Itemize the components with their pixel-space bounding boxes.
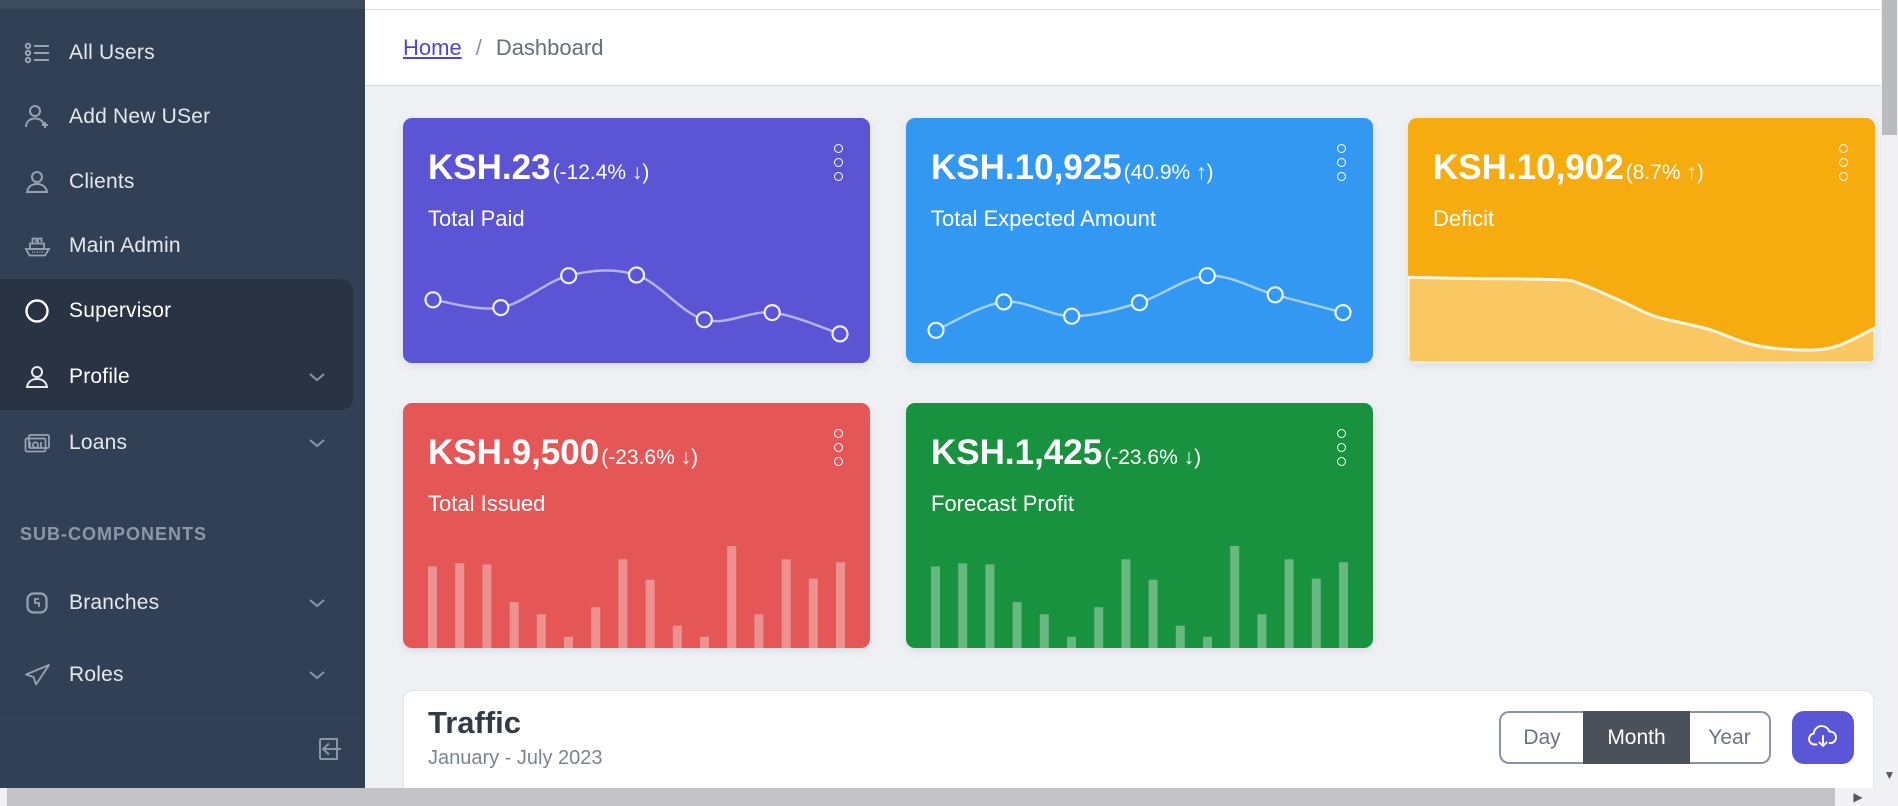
sidebar-item-profile[interactable]: Profile [0, 345, 365, 409]
stat-value: KSH.1,425 [931, 433, 1103, 472]
stat-card-forecast-profit: KSH.1,425 (-23.6% ↓) Forecast Profit [906, 403, 1373, 648]
breadcrumb-home-link[interactable]: Home [403, 34, 462, 60]
sidebar-item-loans[interactable]: Loans [0, 411, 365, 475]
sidebar-item-supervisor[interactable]: Supervisor [0, 279, 365, 343]
stat-card-deficit: KSH.10,902 (8.7% ↑) Deficit [1408, 118, 1875, 363]
breadcrumb-separator: / [475, 34, 482, 60]
sparkline-chart [424, 266, 849, 343]
profile-icon [22, 362, 52, 392]
chevron-down-icon [306, 593, 328, 613]
scroll-right-arrow[interactable]: ▶ [1853, 790, 1863, 804]
traffic-subtitle: January - July 2023 [428, 747, 603, 769]
sidebar-footer-divider [0, 713, 365, 714]
users-list-icon [22, 38, 52, 68]
stat-card-total-issued: KSH.9,500 (-23.6% ↓) Total Issued [403, 403, 870, 648]
kebab-menu-button[interactable] [830, 144, 846, 188]
sidebar-section-label: SUB-COMPONENTS [20, 524, 208, 544]
traffic-title: Traffic [428, 705, 522, 740]
kebab-menu-button[interactable] [830, 429, 846, 473]
horizontal-scrollbar-thumb[interactable] [7, 788, 1835, 806]
stat-delta: (40.9% ↑) [1123, 161, 1214, 184]
sidebar-item-roles[interactable]: Roles [0, 643, 365, 707]
chevron-down-icon [306, 367, 328, 387]
ship-icon [22, 231, 52, 261]
stat-delta: (-23.6% ↓) [1104, 446, 1202, 469]
stat-label: Total Paid [428, 206, 525, 231]
kebab-menu-button[interactable] [1835, 144, 1851, 188]
bar-sparkline-chart [428, 546, 845, 648]
vertical-scrollbar[interactable]: ▼ [1881, 0, 1898, 788]
traffic-panel: Traffic January - July 2023 Day Month Ye… [403, 690, 1874, 806]
breadcrumb-current: Dashboard [495, 34, 604, 60]
chevron-down-icon [306, 665, 328, 685]
scroll-down-arrow[interactable]: ▼ [1883, 768, 1896, 782]
horizontal-scrollbar[interactable]: ▶ [0, 788, 1898, 806]
header-bottom-strip [365, 0, 1881, 10]
stat-delta: (-12.4% ↓) [552, 161, 650, 184]
range-button-year[interactable]: Year [1690, 711, 1771, 764]
sidebar-item-label: Clients [69, 170, 135, 193]
user-add-icon [22, 102, 52, 132]
branch-badge-icon [22, 588, 52, 618]
sidebar-item-add-new-user[interactable]: Add New USer [0, 85, 365, 149]
sidebar-item-label: Add New USer [69, 105, 211, 128]
breadcrumb: Home / Dashboard [365, 10, 1881, 86]
sidebar-active-group-highlight [0, 279, 353, 410]
vertical-scrollbar-thumb[interactable] [1882, 0, 1897, 135]
stat-label: Deficit [1433, 206, 1495, 231]
sidebar-item-label: Branches [69, 591, 160, 614]
sidebar-item-label: Profile [69, 365, 130, 388]
sparkline-chart [927, 267, 1352, 339]
download-button[interactable] [1792, 711, 1854, 764]
cloud-download-icon [1806, 723, 1840, 753]
stat-card-total-expected: KSH.10,925 (40.9% ↑) Total Expected Amou… [906, 118, 1373, 363]
sidebar-top-divider [0, 0, 365, 9]
circle-icon [22, 296, 52, 326]
sidebar-item-label: Main Admin [69, 234, 181, 257]
stat-delta: (8.7% ↑) [1625, 161, 1704, 184]
sidebar-item-all-users[interactable]: All Users [0, 21, 365, 85]
bar-sparkline-chart [931, 546, 1348, 648]
stat-value: KSH.23 [428, 148, 551, 187]
chevron-down-icon [306, 433, 328, 453]
stat-label: Total Issued [428, 491, 546, 516]
sidebar-item-main-admin[interactable]: Main Admin [0, 214, 365, 278]
sidebar: All Users Add New USer Clients [0, 0, 365, 788]
stat-value: KSH.9,500 [428, 433, 600, 472]
sidebar-item-branches[interactable]: Branches [0, 571, 365, 635]
kebab-menu-button[interactable] [1333, 429, 1349, 473]
stat-card-total-paid: KSH.23 (-12.4% ↓) Total Paid [403, 118, 870, 363]
range-button-month[interactable]: Month [1583, 711, 1690, 764]
client-icon [22, 167, 52, 197]
range-button-group: Day Month Year [1499, 711, 1771, 764]
sparkline-chart [1408, 275, 1875, 363]
sidebar-item-label: Roles [69, 663, 124, 686]
sidebar-item-label: All Users [69, 41, 155, 64]
range-button-day[interactable]: Day [1499, 711, 1583, 764]
banknote-icon [22, 428, 52, 458]
sidebar-item-label: Supervisor [69, 299, 172, 322]
stat-label: Total Expected Amount [931, 206, 1157, 231]
send-icon [22, 660, 52, 690]
stat-label: Forecast Profit [931, 491, 1075, 516]
sidebar-item-label: Loans [69, 431, 128, 454]
stat-delta: (-23.6% ↓) [601, 446, 699, 469]
sidebar-item-clients[interactable]: Clients [0, 150, 365, 214]
kebab-menu-button[interactable] [1333, 144, 1349, 188]
sidebar-collapse-button[interactable] [312, 733, 344, 765]
stat-value: KSH.10,902 [1433, 148, 1624, 187]
stat-value: KSH.10,925 [931, 148, 1122, 187]
